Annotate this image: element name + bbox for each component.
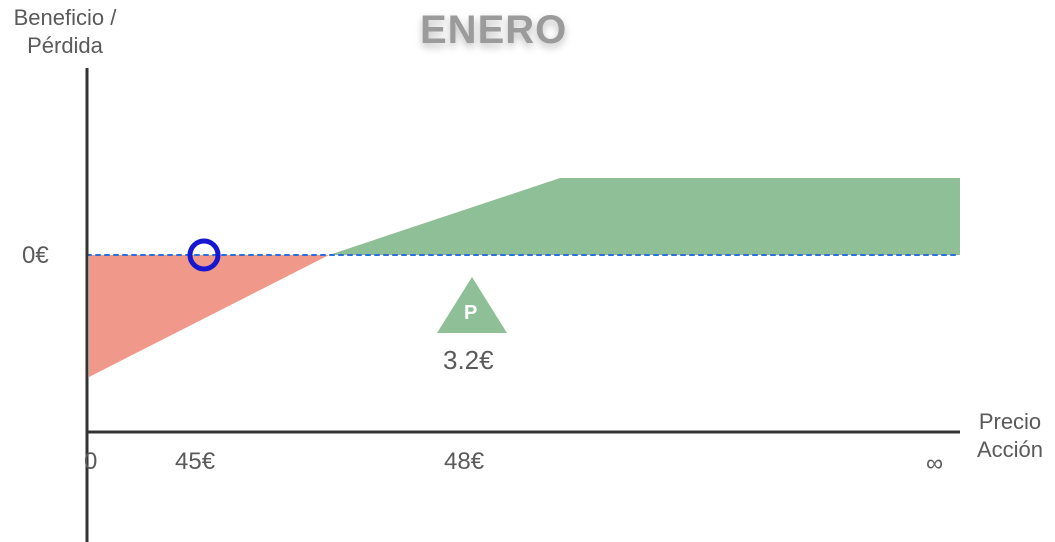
chart-title: ENERO bbox=[420, 8, 567, 53]
x-axis-label-line2: Acción bbox=[977, 437, 1043, 462]
x-tick-2: 48€ bbox=[444, 448, 484, 476]
x-tick-3: ∞ bbox=[926, 450, 943, 478]
y-axis-label-line1: Beneficio / bbox=[14, 5, 117, 30]
indicator-triangle-letter: P bbox=[464, 302, 477, 325]
y-axis-label-line2: Pérdida bbox=[27, 33, 103, 58]
x-tick-1: 45€ bbox=[175, 448, 215, 476]
x-axis-label-line1: Precio bbox=[979, 409, 1041, 434]
y-tick-zero: 0€ bbox=[22, 242, 49, 270]
x-axis-label: Precio Acción bbox=[970, 408, 1050, 463]
y-axis-label: Beneficio / Pérdida bbox=[0, 4, 130, 59]
payoff-chart: ENERO Beneficio / Pérdida Precio Acción … bbox=[0, 0, 1055, 542]
chart-svg bbox=[0, 0, 1055, 542]
indicator-price: 3.2€ bbox=[443, 345, 494, 376]
x-tick-0: 0 bbox=[84, 448, 97, 476]
